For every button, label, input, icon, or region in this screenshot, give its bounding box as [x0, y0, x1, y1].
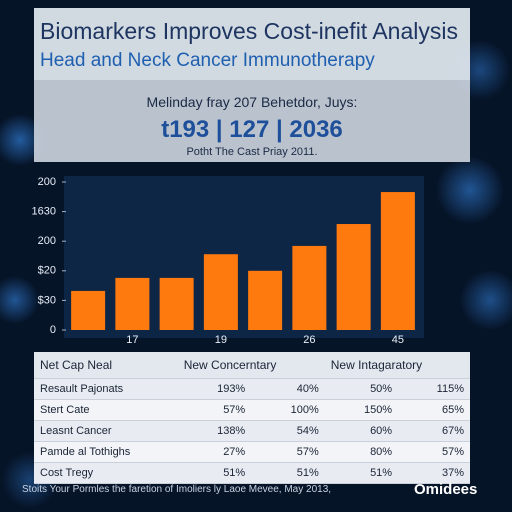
bar [292, 245, 327, 330]
x-tick-label: 17 [126, 334, 138, 346]
row-label: Stert Cate [34, 399, 178, 421]
data-table: Net Cap Neal New Concerntary New Intagarat… [34, 352, 470, 484]
title: Biomarkers Improves Cost-inefit Analysis [40, 18, 458, 44]
table-row: Pamde al Tothighs 27% 57% 80% 57% [34, 441, 470, 463]
value-cell: 67% [398, 420, 470, 442]
x-tick-label: 19 [215, 334, 227, 346]
row-label: Cost Tregy [34, 462, 178, 484]
bar [380, 192, 415, 330]
bar [115, 277, 150, 330]
y-tick-label: $30 [38, 294, 56, 306]
stats-panel: Melinday fray 207 Behetdor, Juys: t193 |… [34, 80, 470, 162]
value-cell: 27% [177, 441, 252, 463]
value-cell: 57% [398, 441, 470, 463]
table-row: Stert Cate 57% 100% 150% 65% [34, 399, 470, 421]
table-header-row: Net Cap Neal New Concerntary New Intagarat… [34, 352, 470, 379]
bar [336, 224, 371, 330]
header: Biomarkers Improves Cost-inefit Analysis… [34, 8, 470, 80]
value-cell: 65% [398, 399, 470, 421]
header-cell: New Intagaratory [324, 352, 470, 379]
value-cell: 80% [324, 441, 399, 463]
x-tick-label: 26 [303, 334, 315, 346]
value-cell: 115% [398, 378, 470, 400]
logo: Omidees [414, 481, 478, 498]
stats-figures: t193 | 127 | 2036 [161, 116, 343, 143]
value-cell: 54% [251, 420, 325, 442]
value-cell: 57% [177, 399, 252, 421]
y-tick-label: $20 [38, 265, 56, 277]
table-row: Resault Pajonats 193% 40% 50% 115% [34, 378, 470, 400]
bar [159, 277, 194, 330]
value-cell: 57% [251, 441, 325, 463]
bar [203, 254, 238, 330]
value-cell: 51% [324, 462, 399, 484]
stats-note: Potht The Cast Priay 2011. [186, 146, 318, 158]
row-label: Leasnt Cancer [34, 420, 178, 442]
value-cell: 40% [251, 378, 325, 400]
row-label: Resault Pajonats [34, 378, 178, 400]
chart: 0 $30 $20 200 1630 200 17 19 26 45 [32, 176, 424, 346]
value-cell: 100% [251, 399, 325, 421]
bar [71, 290, 106, 330]
value-cell: 60% [324, 420, 399, 442]
table-row: Cost Tregy 51% 51% 51% 37% [34, 462, 470, 484]
subtitle: Head and Neck Cancer Immunotherapy [40, 50, 375, 71]
value-cell: 138% [177, 420, 252, 442]
x-tick-label: 45 [392, 334, 404, 346]
y-tick-label: 200 [38, 176, 56, 188]
bar [248, 270, 283, 330]
value-cell: 150% [324, 399, 399, 421]
footer-source: Stoits Your Pormles the faretion of Imol… [22, 484, 332, 495]
row-label: Pamde al Tothighs [34, 441, 178, 463]
value-cell: 50% [324, 378, 399, 400]
stats-caption: Melinday fray 207 Behetdor, Juys: [146, 94, 358, 110]
y-tick-label: 200 [38, 235, 56, 247]
value-cell: 51% [251, 462, 325, 484]
value-cell: 51% [177, 462, 252, 484]
table-row: Leasnt Cancer 138% 54% 60% 67% [34, 420, 470, 442]
header-cell: New Concerntary [177, 352, 325, 379]
value-cell: 37% [398, 462, 470, 484]
y-tick-label: 1630 [32, 206, 56, 218]
value-cell: 193% [177, 378, 252, 400]
y-tick-label: 0 [50, 324, 56, 336]
header-cell: Net Cap Neal [34, 352, 178, 379]
